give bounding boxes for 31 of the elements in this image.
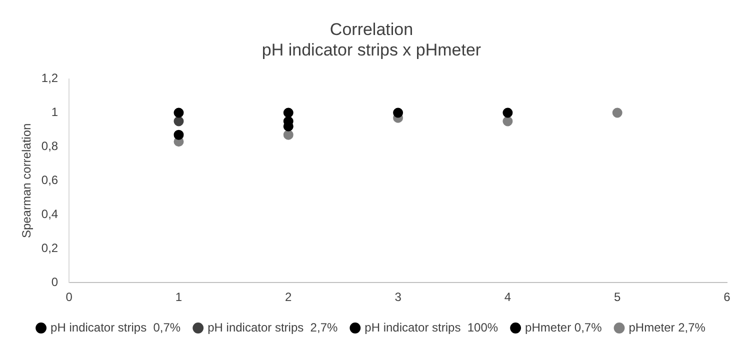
point (174, 116, 184, 126)
point (612, 108, 622, 118)
y-tick-label: 1,2 (41, 71, 58, 86)
x-tick-label: 4 (504, 290, 512, 304)
y-tick-label: 1 (51, 105, 58, 120)
y-tick-label: 0,8 (41, 139, 58, 154)
legend-label: pH indicator strips 0,7% (50, 320, 181, 334)
point (174, 130, 184, 140)
x-tick-label: 5 (614, 290, 622, 304)
x-tick-label: 3 (394, 290, 402, 304)
y-tick-label: 0,4 (41, 206, 58, 221)
point (393, 108, 404, 118)
point (502, 108, 513, 118)
x-tick-label: 2 (285, 290, 292, 304)
point (283, 108, 294, 118)
y-axis-title: Spearman correlation (20, 123, 34, 238)
legend-label: pH indicator strips 2,7% (208, 320, 338, 334)
y-tick-label: 0,6 (41, 173, 58, 188)
point (174, 108, 184, 118)
legend-label: pHmeter 0,7% (525, 320, 602, 334)
point (283, 130, 294, 140)
legend-label: pH indicator strips 100% (364, 320, 498, 334)
y-tick-label: 0,2 (41, 240, 58, 255)
y-tick-label: 0 (51, 274, 58, 289)
x-tick-label: 1 (175, 290, 182, 304)
x-tick-label: 0 (66, 290, 73, 304)
legend-label: pHmeter 2,7% (628, 320, 706, 334)
x-tick-label: 6 (724, 290, 731, 304)
point (502, 116, 513, 126)
chart-title: Correlation (330, 20, 414, 39)
chart-subtitle: pH indicator strips x pHmeter (262, 40, 482, 60)
